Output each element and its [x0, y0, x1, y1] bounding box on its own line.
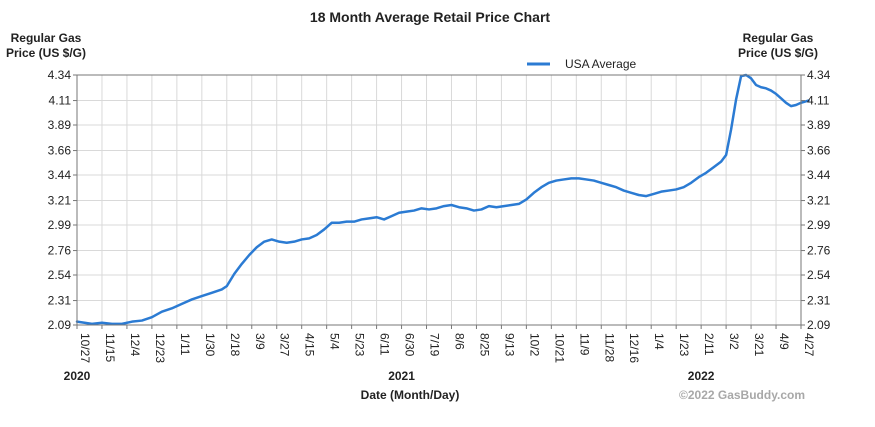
- x-tick-label-9: 4/15: [303, 333, 317, 357]
- x-tick-label-10: 5/4: [328, 333, 342, 350]
- chart-title: 18 Month Average Retail Price Chart: [310, 9, 550, 25]
- x-tick-label-24: 1/23: [677, 333, 691, 357]
- grid-layer: [76, 74, 802, 326]
- x-tick-label-5: 1/30: [203, 333, 217, 357]
- year-label-2021: 2021: [388, 369, 415, 383]
- left-y-tick-label-4: 2.99: [48, 218, 72, 232]
- x-tick-label-2: 12/4: [128, 333, 142, 357]
- right-y-tick-label-9: 4.11: [807, 94, 830, 108]
- left-y-tick-label-5: 3.21: [48, 194, 72, 208]
- year-label-2022: 2022: [688, 369, 715, 383]
- right-y-tick-label-4: 2.99: [807, 218, 831, 232]
- plot-background: [77, 75, 801, 325]
- x-tick-label-7: 3/9: [253, 333, 267, 350]
- right-y-tick-label-0: 2.09: [807, 318, 831, 332]
- x-tick-label-21: 11/28: [602, 333, 616, 362]
- right-y-tick-label-8: 3.89: [807, 118, 831, 132]
- series-layer: [75, 73, 810, 326]
- right-y-tick-label-10: 4.34: [807, 68, 831, 82]
- x-tick-label-27: 3/21: [752, 333, 766, 357]
- x-tick-label-25: 2/11: [702, 333, 716, 356]
- x-tick-label-26: 3/2: [727, 333, 741, 350]
- x-tick-label-14: 7/19: [428, 333, 442, 357]
- chart-legend: USA Average: [527, 57, 636, 71]
- axis-layer: 2.09 2.09 2.31 2.31 2.54 2.54 2.76 2.76 2.99 2.99…: [48, 68, 831, 383]
- x-tick-label-13: 6/30: [403, 333, 417, 357]
- legend-label-usa-average: USA Average: [565, 57, 636, 71]
- x-tick-label-8: 3/27: [278, 333, 292, 357]
- right-y-tick-label-7: 3.66: [807, 144, 831, 158]
- left-y-tick-label-7: 3.66: [48, 144, 72, 158]
- x-tick-label-0: 10/27: [78, 333, 92, 363]
- x-tick-label-3: 12/23: [153, 333, 167, 363]
- x-tick-label-28: 4/9: [777, 333, 791, 350]
- left-y-axis-label-line-2: Price (US $/G): [6, 46, 86, 60]
- year-label-2020: 2020: [64, 369, 91, 383]
- x-axis-title: Date (Month/Day): [361, 388, 460, 402]
- series-line-usa-average: [75, 73, 810, 326]
- left-y-tick-label-6: 3.44: [48, 168, 72, 182]
- plot-border: [76, 74, 802, 326]
- x-tick-label-1: 11/15: [103, 333, 117, 362]
- left-y-tick-label-1: 2.31: [48, 294, 72, 308]
- right-y-tick-label-3: 2.76: [807, 244, 831, 258]
- x-tick-label-18: 10/2: [527, 333, 541, 357]
- right-y-axis-label-line-1: Regular Gas: [743, 31, 814, 45]
- x-tick-label-29: 4/27: [802, 333, 816, 357]
- left-y-tick-label-2: 2.54: [48, 268, 72, 282]
- left-y-axis-label-line-1: Regular Gas: [11, 31, 82, 45]
- x-tick-label-16: 8/25: [477, 333, 491, 357]
- x-tick-label-11: 5/23: [353, 333, 367, 357]
- left-y-tick-label-3: 2.76: [48, 244, 72, 258]
- left-y-tick-label-8: 3.89: [48, 118, 72, 132]
- x-tick-label-20: 11/9: [577, 333, 591, 356]
- x-tick-label-15: 8/6: [452, 333, 466, 350]
- x-tick-label-4: 1/11: [178, 333, 192, 356]
- x-tick-label-23: 1/4: [652, 333, 666, 350]
- right-y-axis-label-line-2: Price (US $/G): [738, 46, 818, 60]
- x-tick-label-19: 10/21: [552, 333, 566, 363]
- left-y-tick-label-10: 4.34: [48, 68, 72, 82]
- right-y-tick-label-2: 2.54: [807, 268, 831, 282]
- x-tick-label-12: 6/11: [378, 333, 392, 356]
- x-tick-label-22: 12/16: [627, 333, 641, 363]
- x-tick-label-6: 2/18: [228, 333, 242, 357]
- gasbuddy-watermark: ©2022 GasBuddy.com: [679, 388, 805, 402]
- x-tick-label-17: 9/13: [502, 333, 516, 357]
- right-y-tick-label-6: 3.44: [807, 168, 831, 182]
- left-y-tick-label-0: 2.09: [48, 318, 72, 332]
- left-y-tick-label-9: 4.11: [49, 94, 72, 108]
- right-y-tick-label-1: 2.31: [807, 294, 831, 308]
- right-y-tick-label-5: 3.21: [807, 194, 831, 208]
